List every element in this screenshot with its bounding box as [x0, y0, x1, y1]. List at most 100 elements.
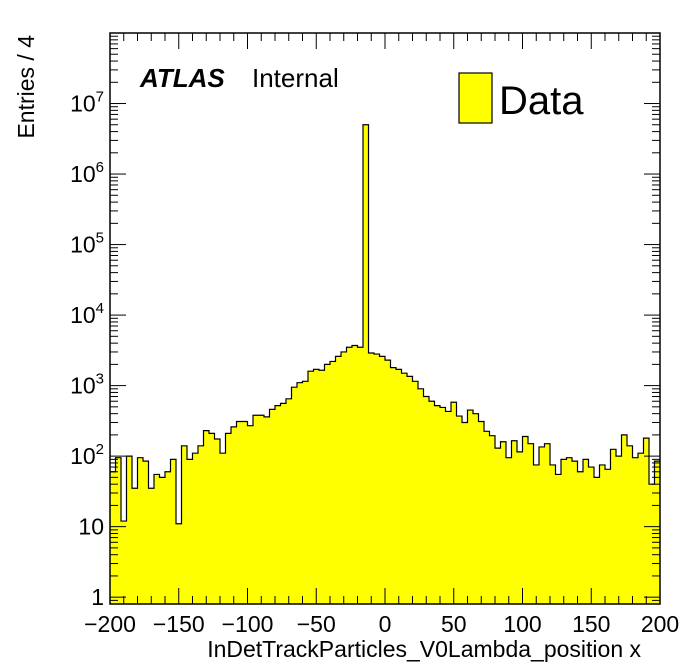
- internal-label: Internal: [252, 63, 339, 93]
- histogram-bin: [423, 396, 430, 604]
- histogram-bin: [511, 440, 518, 604]
- x-tick-label: 100: [503, 611, 541, 637]
- x-tick-label: −200: [84, 611, 136, 637]
- histogram-bin: [159, 477, 166, 604]
- histogram-bin: [407, 376, 413, 604]
- histogram-bin: [500, 441, 507, 604]
- histogram-outline: [110, 124, 660, 525]
- histogram-bin: [544, 443, 551, 604]
- histogram-bin: [269, 409, 276, 604]
- histogram-bin: [412, 381, 419, 604]
- histogram-bin: [390, 367, 397, 604]
- histogram-bin: [561, 459, 567, 604]
- histogram-bin: [148, 488, 155, 604]
- histogram-bin: [214, 438, 221, 604]
- histogram-bin: [363, 124, 369, 605]
- histogram-bin: [313, 369, 320, 604]
- histogram-bars: [110, 124, 661, 605]
- histogram-bin: [594, 477, 600, 604]
- legend-label: Data: [499, 79, 584, 123]
- histogram-bin: [566, 457, 573, 604]
- y-tick-label: 1: [91, 584, 104, 610]
- histogram-bin: [451, 402, 457, 604]
- histogram-bin: [137, 457, 144, 604]
- histogram-bin: [143, 461, 149, 604]
- x-tick-label: 150: [572, 611, 610, 637]
- histogram-bin: [583, 459, 589, 604]
- y-tick-label: 105: [70, 230, 104, 258]
- x-tick-labels: −200 −150 −100 −50 0 50 100 150 200: [84, 611, 679, 637]
- histogram-bin: [132, 488, 138, 604]
- histogram-bin: [280, 403, 287, 604]
- histogram-bin: [187, 459, 193, 604]
- histogram-bin: [253, 415, 259, 604]
- x-tick-label: −50: [297, 611, 336, 637]
- histogram-bin: [385, 360, 391, 604]
- histogram-bin: [126, 456, 133, 604]
- histogram-bin: [456, 416, 463, 604]
- histogram-bin: [506, 457, 512, 604]
- histogram-bin: [236, 421, 243, 604]
- y-tick-labels: 1 10 102 103 104 105 106 107: [70, 89, 104, 611]
- y-tick-label: 107: [70, 89, 104, 117]
- histogram-bin: [401, 373, 408, 604]
- histogram-bin: [473, 413, 479, 604]
- legend-swatch: [458, 72, 493, 124]
- histogram-bin: [324, 364, 331, 604]
- histogram-bin: [192, 453, 199, 604]
- y-tick-label: 106: [70, 159, 104, 187]
- histogram-bin: [588, 467, 595, 604]
- histogram-bin: [319, 370, 325, 604]
- histogram-bin: [533, 464, 540, 604]
- histogram-bin: [539, 446, 545, 604]
- histogram-bin: [341, 351, 347, 604]
- histogram-bin: [379, 356, 386, 604]
- histogram-bin: [616, 456, 622, 604]
- histogram-bin: [330, 361, 336, 604]
- histogram-bin: [203, 430, 210, 604]
- histogram-bin: [198, 445, 204, 604]
- y-tick-label: 102: [70, 441, 104, 469]
- histogram-bin: [440, 407, 446, 604]
- legend: Data: [458, 72, 584, 124]
- histogram-bin: [528, 443, 534, 604]
- histogram-bin: [484, 431, 490, 604]
- histogram-bin: [555, 474, 562, 604]
- x-axis-title: InDetTrackParticles_V0Lambda_position x: [207, 636, 641, 662]
- histogram-bin: [649, 484, 655, 604]
- histogram-bin: [308, 371, 314, 604]
- histogram-bin: [170, 459, 177, 604]
- histogram-bin: [291, 387, 298, 604]
- x-tick-label: 0: [379, 611, 392, 637]
- y-tick-label: 10: [78, 514, 104, 540]
- histogram-bin: [176, 523, 182, 604]
- histogram-bin: [297, 382, 303, 604]
- x-tick-label: −100: [222, 611, 274, 637]
- histogram-bin: [489, 435, 496, 604]
- histogram-bin: [115, 457, 122, 604]
- histogram-bin: [654, 461, 661, 604]
- histogram-bin: [632, 457, 639, 604]
- histogram-bin: [368, 352, 375, 604]
- histogram-bin: [357, 347, 364, 604]
- histogram-bin: [638, 453, 644, 604]
- histogram-bin: [429, 401, 435, 604]
- histogram-bin: [242, 421, 248, 604]
- histogram-bin: [165, 471, 171, 604]
- histogram-bin: [478, 421, 485, 604]
- histogram-bin: [302, 381, 309, 604]
- histogram-bin: [374, 354, 380, 604]
- histogram-bin: [467, 410, 474, 604]
- histogram-bin: [621, 434, 628, 604]
- y-axis-title: Entries / 4: [13, 35, 39, 139]
- histogram-bin: [264, 416, 270, 604]
- histogram-bin: [418, 388, 424, 604]
- histogram-bin: [247, 425, 254, 604]
- x-tick-label: 50: [441, 611, 467, 637]
- histogram-bin: [495, 448, 501, 604]
- histogram-bin: [220, 453, 226, 604]
- histogram-bin: [346, 347, 353, 604]
- histogram-bin: [610, 449, 617, 604]
- histogram-bin: [605, 469, 611, 604]
